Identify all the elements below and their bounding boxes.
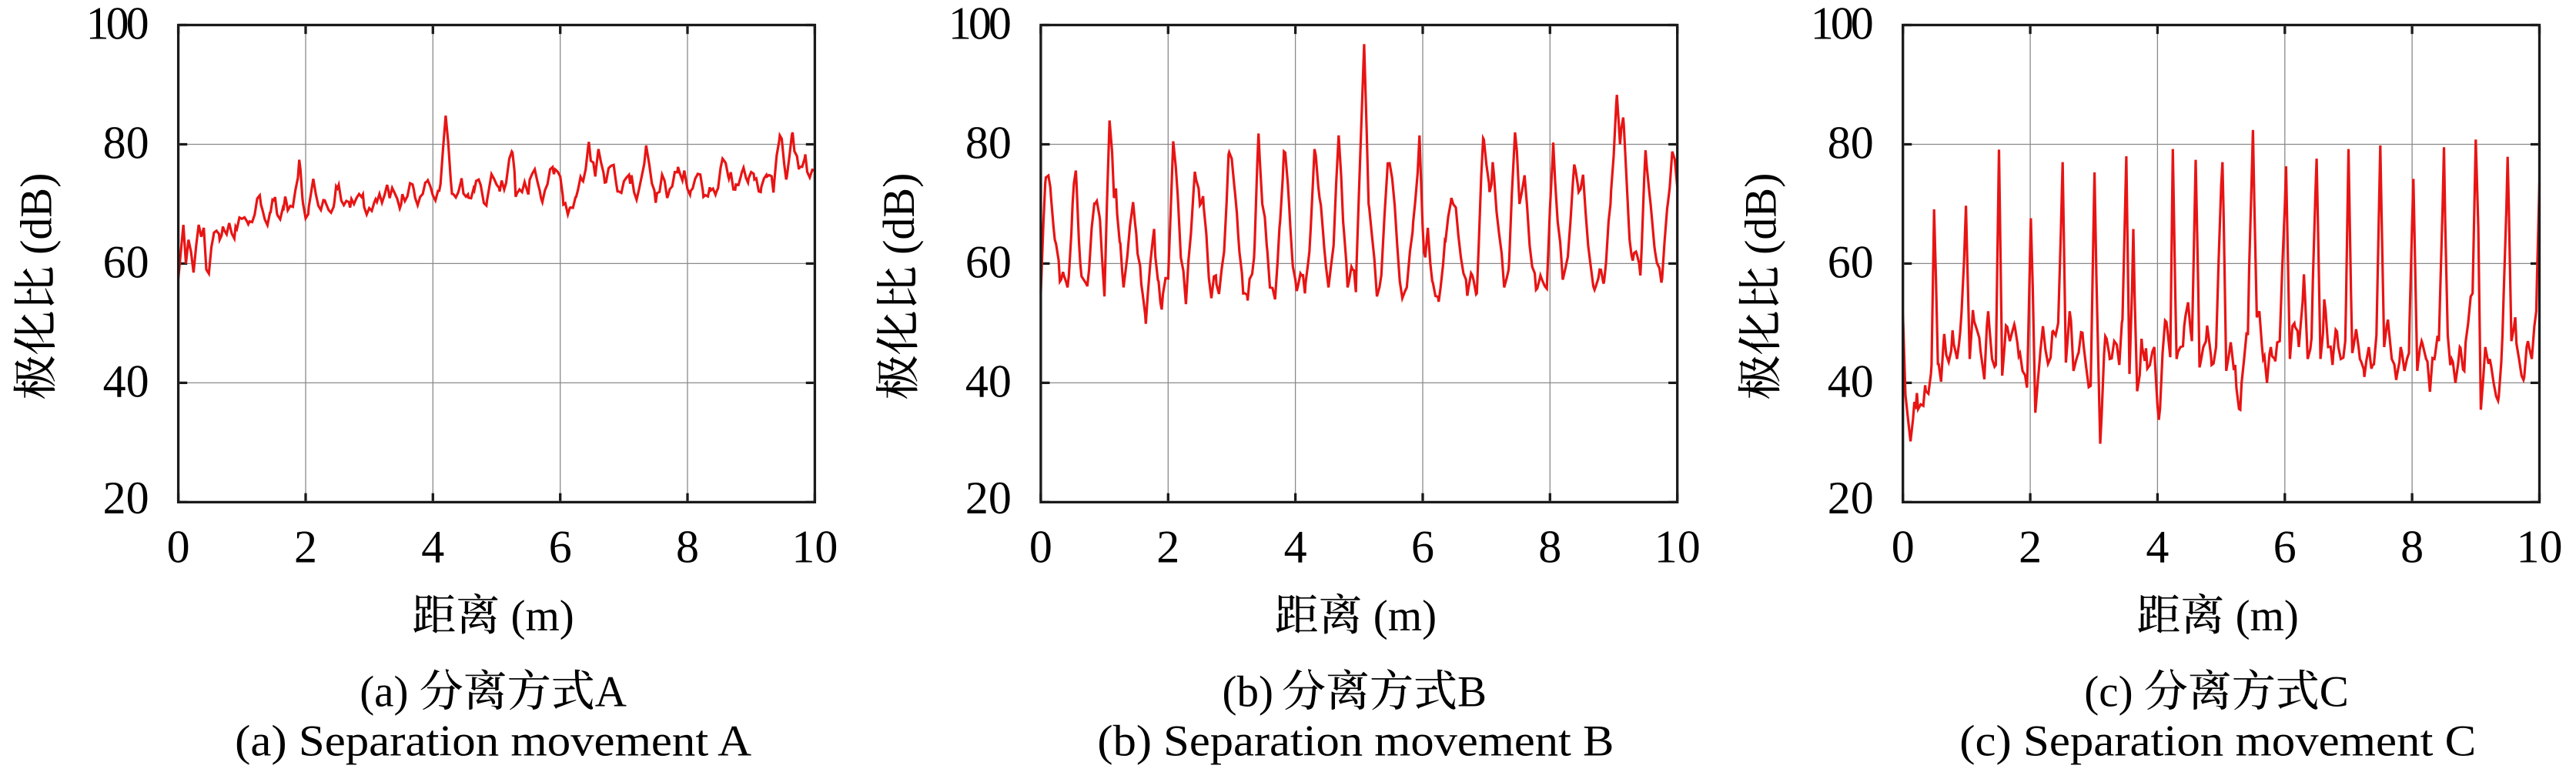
svg-text:8: 8 <box>676 522 699 573</box>
svg-text:2: 2 <box>1156 522 1179 573</box>
svg-text:4: 4 <box>1284 522 1307 573</box>
svg-text:(a) Separation movement A: (a) Separation movement A <box>235 717 751 766</box>
svg-text:100: 100 <box>1811 0 1874 49</box>
svg-text:(dB): (dB) <box>12 173 62 255</box>
svg-text:10: 10 <box>791 522 838 573</box>
svg-text:B: B <box>1457 668 1487 717</box>
svg-text:100: 100 <box>86 0 149 49</box>
svg-text:C: C <box>2320 668 2349 717</box>
svg-text:8: 8 <box>2400 522 2424 573</box>
svg-text:0: 0 <box>1029 522 1052 573</box>
svg-text:0: 0 <box>1892 522 1915 573</box>
svg-text:(c): (c) <box>2084 668 2133 717</box>
svg-text:6: 6 <box>549 522 572 573</box>
svg-text:(m): (m) <box>511 592 574 640</box>
svg-text:4: 4 <box>2146 522 2169 573</box>
svg-text:20: 20 <box>103 473 149 523</box>
svg-text:100: 100 <box>948 0 1012 49</box>
svg-text:10: 10 <box>1654 522 1701 573</box>
svg-text:40: 40 <box>965 356 1012 406</box>
svg-text:40: 40 <box>103 356 149 406</box>
svg-text:(b): (b) <box>1223 668 1273 717</box>
svg-text:4: 4 <box>421 522 444 573</box>
svg-text:(c) Separation movement C: (c) Separation movement C <box>1959 717 2476 766</box>
svg-text:20: 20 <box>1828 473 1874 523</box>
svg-text:6: 6 <box>2273 522 2297 573</box>
svg-text:20: 20 <box>965 473 1012 523</box>
svg-text:(a): (a) <box>360 668 408 717</box>
svg-text:40: 40 <box>1828 356 1874 406</box>
svg-text:A: A <box>595 668 627 717</box>
svg-text:(dB): (dB) <box>1736 173 1786 255</box>
svg-text:2: 2 <box>2019 522 2042 573</box>
svg-text:(m): (m) <box>1373 592 1437 640</box>
svg-text:(b) Separation movement B: (b) Separation movement B <box>1097 717 1614 766</box>
svg-text:(dB): (dB) <box>874 173 924 255</box>
svg-text:2: 2 <box>294 522 317 573</box>
svg-text:6: 6 <box>1411 522 1434 573</box>
svg-text:80: 80 <box>103 117 149 168</box>
svg-text:10: 10 <box>2517 522 2563 573</box>
svg-text:60: 60 <box>965 236 1012 287</box>
svg-text:(m): (m) <box>2236 592 2299 640</box>
svg-text:60: 60 <box>103 236 149 287</box>
svg-text:8: 8 <box>1538 522 1561 573</box>
svg-text:80: 80 <box>1828 117 1874 168</box>
svg-text:0: 0 <box>167 522 190 573</box>
svg-text:80: 80 <box>965 117 1012 168</box>
svg-text:60: 60 <box>1828 236 1874 287</box>
